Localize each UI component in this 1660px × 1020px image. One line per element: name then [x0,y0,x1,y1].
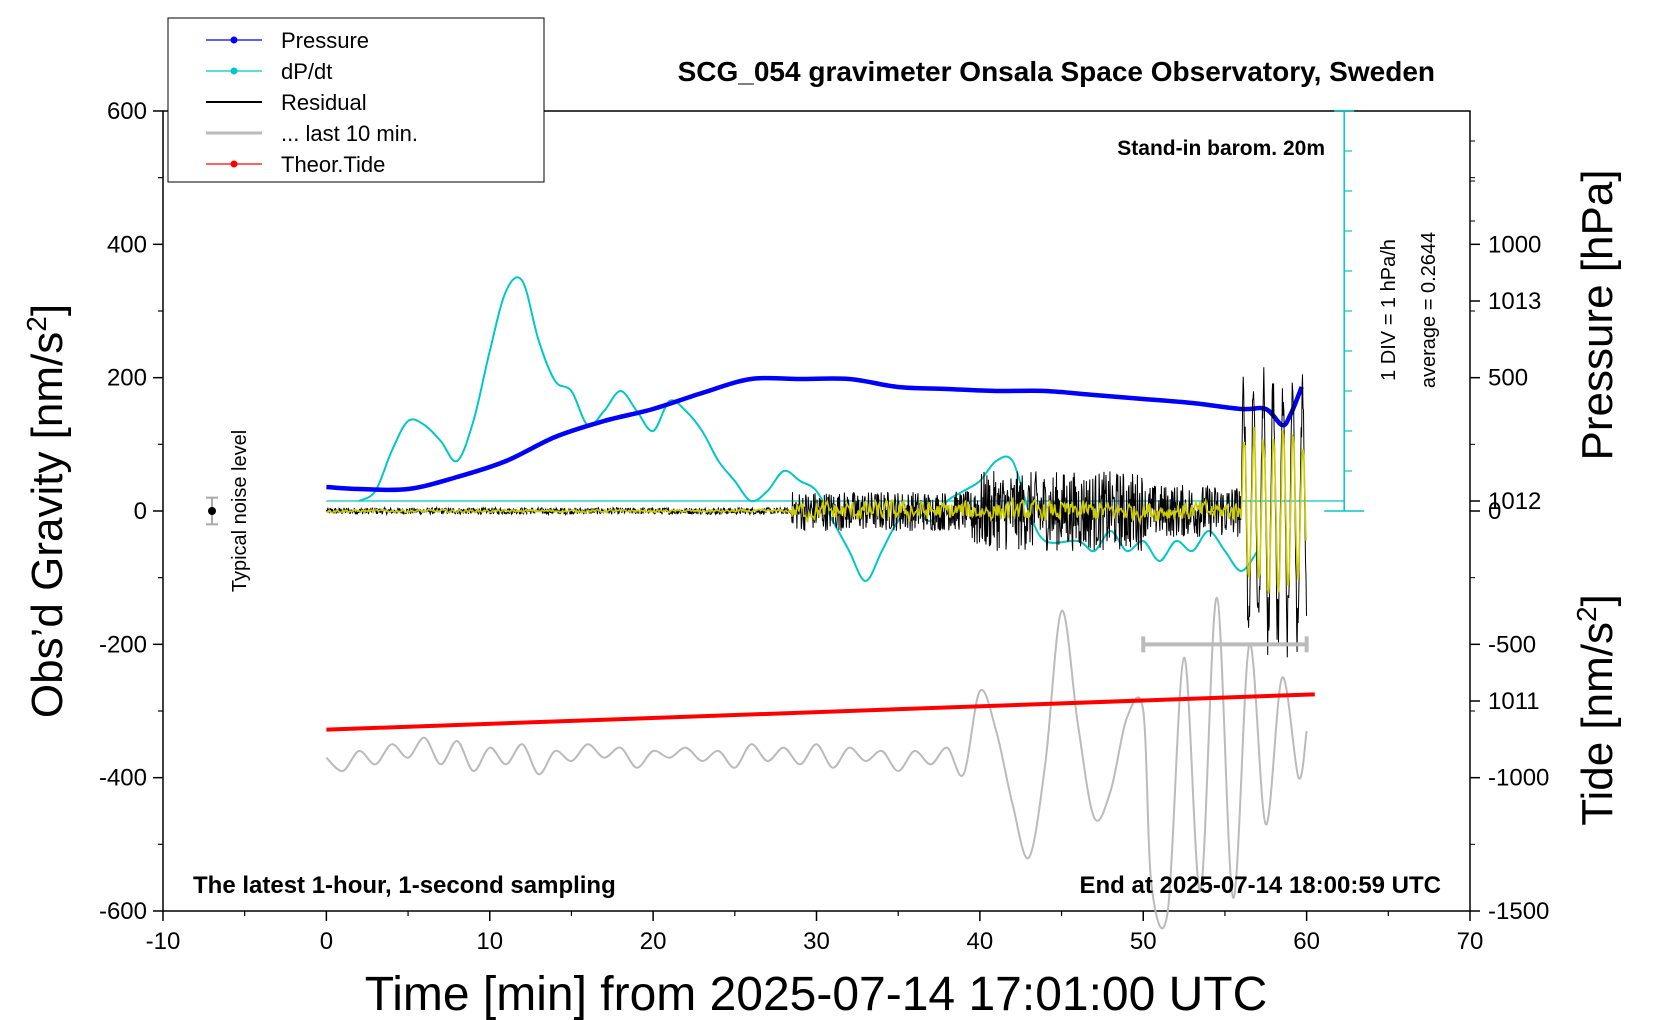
tide-tick-label: -500 [1488,631,1536,658]
legend-entry-last10: ... last 10 min. [206,121,418,146]
legend-entry-tide: Theor.Tide [206,152,385,177]
y-tick-label: -200 [99,631,147,658]
legend-label-tide: Theor.Tide [281,152,385,177]
legend-label-residual: Residual [281,90,367,115]
series-theor-tide [326,692,1315,732]
legend-label-last10: ... last 10 min. [281,121,418,146]
tide-tick-label: -1500 [1488,898,1549,925]
tide-tick-label: 500 [1488,365,1528,392]
x-tick-label: 20 [640,928,667,955]
legend-marker-tide [230,160,238,168]
x-tick-label: 50 [1130,928,1157,955]
x-tick-label: 40 [967,928,994,955]
legend-entry-dpdt: dP/dt [206,59,332,84]
pressure-tick-label: 1011 [1488,688,1540,715]
y-axis-label-tide: Tide [nm/s2] [1571,594,1622,826]
x-tick-label: 30 [803,928,830,955]
tide-tick-label: -1000 [1488,765,1549,792]
legend-entry-pressure: Pressure [206,28,369,53]
y-tick-label: 600 [107,98,147,125]
last10-line [325,596,1308,930]
legend-marker-dpdt [230,67,238,75]
legend-box [167,17,545,183]
tide-tick-label: 1000 [1488,231,1541,258]
y-axis-label-left: Obs’d Gravity [nm/s2] [21,304,72,718]
series-last-10-min [325,596,1308,930]
y-axis-label-pressure: Pressure [hPa] [1573,169,1622,460]
x-tick-label: 10 [476,928,503,955]
legend-label-dpdt: dP/dt [281,59,332,84]
tide-tick-label: 0 [1488,498,1501,525]
y-tick-label: 200 [107,365,147,392]
series-residual [325,367,1307,658]
pressure-tick-label: 1013 [1488,288,1541,315]
legend: Pressure dP/dt Residual ... last 10 min.… [167,17,545,183]
x-axis-label: Time [min] from 2025-07-14 17:01:00 UTC [365,968,1268,1020]
annotations-graphics [206,496,1309,653]
x-tick-label: -10 [146,928,181,955]
sampling-note: The latest 1-hour, 1-second sampling [193,872,616,899]
barometer-note: Stand-in barom. 20m [1117,137,1325,160]
legend-marker-pressure [230,36,238,44]
end-time-note: End at 2025-07-14 18:00:59 UTC [1080,872,1442,899]
legend-entry-residual: Residual [206,90,367,115]
pressure-tick-label: 1012 [1488,488,1541,515]
dpdt-average-note: average = 0.2644 [1418,232,1440,388]
x-tick-label: 60 [1293,928,1320,955]
y-tick-label: -600 [99,898,147,925]
noise-level-label: Typical noise level [229,430,251,592]
residual-filtered-line [326,426,1307,594]
noise-point [208,507,217,515]
tide-line [326,692,1315,732]
y-tick-label: 400 [107,231,147,258]
x-tick-label: 70 [1457,928,1484,955]
y-tick-label: -400 [99,765,147,792]
y-tick-label: 0 [134,498,147,525]
chart-title: SCG_054 gravimeter Onsala Space Observat… [678,56,1435,87]
axes: -10 0 10 20 30 40 50 60 70 -600 -400 -200 0 200 400 600… [99,98,1549,955]
x-tick-label: 0 [320,928,333,955]
series-pressure [326,375,1304,493]
dpdt-line [358,276,1259,583]
pressure-line [326,375,1304,493]
legend-label-pressure: Pressure [281,28,369,53]
dpdt-scale-note: 1 DIV = 1 hPa/h [1378,239,1400,381]
